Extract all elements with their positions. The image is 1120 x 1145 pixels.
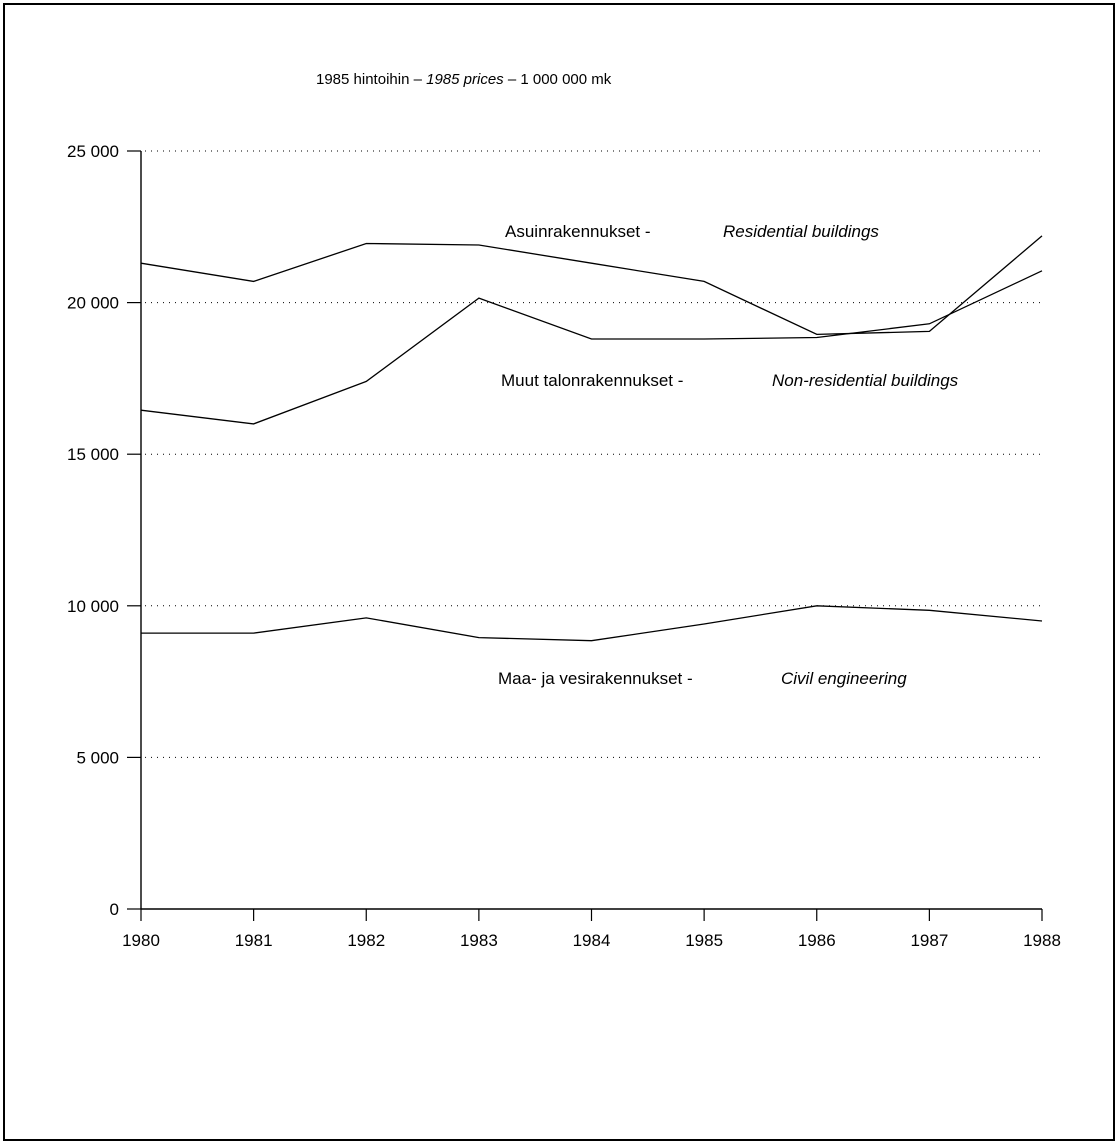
series-label-civil-engineering-sep: - — [682, 669, 697, 688]
chart-title-unit: 1 000 000 mk — [520, 71, 611, 88]
y-tick-label-0: 0 — [110, 900, 119, 919]
x-tick-label-3: 1983 — [460, 931, 498, 950]
series-label-non-residential: Muut talonrakennukset - Non-residential … — [501, 371, 959, 390]
y-tick-label-2: 10 000 — [67, 597, 119, 616]
series-label-civil-engineering-fi: Maa- ja vesirakennukset — [498, 669, 683, 688]
series-lines — [140, 235, 1043, 642]
axes — [127, 150, 1043, 921]
grid-lines — [145, 150, 1042, 758]
series-label-residential: Asuinrakennukset - Residential buildings — [505, 222, 879, 241]
chart-frame — [3, 3, 1115, 1141]
y-tick-label-1: 5 000 — [76, 748, 119, 767]
y-tick-label-3: 15 000 — [67, 445, 119, 464]
x-axis-tick-labels: 1980 1981 1982 1983 1984 1985 1986 1987 1988 — [122, 931, 1061, 950]
x-tick-label-4: 1984 — [573, 931, 611, 950]
series-label-non-residential-en: Non-residential buildings — [772, 371, 959, 390]
series-label-residential-sep: - — [640, 222, 655, 241]
x-tick-label-5: 1985 — [685, 931, 723, 950]
chart-title-fi: 1985 hintoihin — [316, 71, 409, 88]
chart-title-en: 1985 prices — [426, 71, 504, 88]
x-tick-label-1: 1981 — [235, 931, 273, 950]
series-line-non-residential — [140, 270, 1043, 425]
series-label-residential-fi: Asuinrakennukset — [505, 222, 640, 241]
series-label-civil-engineering-en: Civil engineering — [781, 669, 907, 688]
y-tick-label-4: 20 000 — [67, 294, 119, 313]
x-tick-label-7: 1987 — [910, 931, 948, 950]
series-line-residential — [140, 235, 1043, 336]
x-tick-label-2: 1982 — [347, 931, 385, 950]
series-label-civil-engineering: Maa- ja vesirakennukset - Civil engineer… — [498, 669, 907, 688]
series-line-civil-engineering — [141, 605, 1043, 642]
y-axis-tick-labels: 0 5 000 10 000 15 000 20 000 25 000 — [67, 142, 119, 919]
x-tick-label-8: 1988 — [1023, 931, 1061, 950]
series-label-non-residential-fi: Muut talonrakennukset — [501, 371, 673, 390]
x-tick-label-0: 1980 — [122, 931, 160, 950]
chart-title-sep-1: – — [409, 71, 426, 88]
series-label-non-residential-sep: - — [673, 371, 688, 390]
chart-title-sep-2: – — [504, 71, 521, 88]
chart-title: 1985 hintoihin – 1985 prices – 1 000 000… — [316, 71, 612, 88]
series-label-residential-en: Residential buildings — [723, 222, 879, 241]
y-tick-label-5: 25 000 — [67, 142, 119, 161]
x-tick-label-6: 1986 — [798, 931, 836, 950]
